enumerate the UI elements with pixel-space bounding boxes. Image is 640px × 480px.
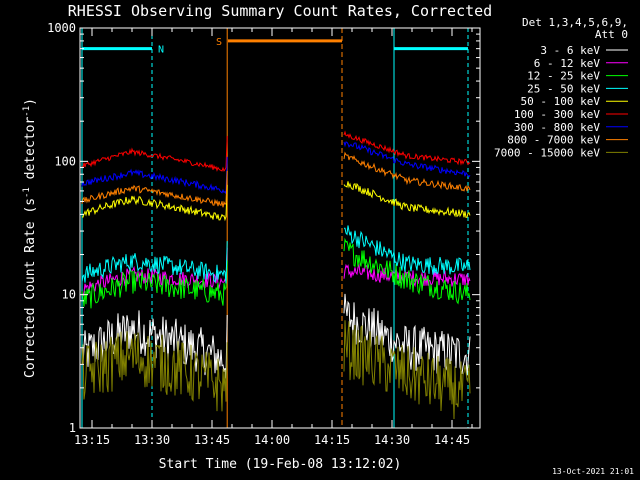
series-line-pre [81,331,228,412]
night-label: N [158,45,164,56]
series-5 [81,130,471,172]
x-tick-label: 14:15 [314,433,350,447]
legend-entry-1: 6 - 12 keV [534,57,601,70]
legend-entry-6: 300 - 800 keV [514,121,600,134]
orbit-markers: NS [81,28,469,428]
saa-label: S [216,37,222,48]
legend-entry-5: 100 - 300 keV [514,108,600,121]
y-axis-label-main: Corrected Count Rate (s [23,198,38,378]
series-line-post [343,237,471,305]
y-tick-label: 1000 [47,21,76,35]
series-line-pre [81,156,228,194]
x-axis-label: Start Time (19-Feb-08 13:12:02) [159,457,402,472]
series-7 [81,151,471,208]
legend-entry-0: 3 - 6 keV [540,44,600,57]
plot-frame [79,27,481,429]
series-6 [81,141,471,194]
y-tick-label: 100 [54,154,76,168]
x-tick-label: 13:45 [194,433,230,447]
x-tick-label: 14:30 [374,433,410,447]
y-axis-label-mid: detector [23,117,38,188]
legend-header-2: Att 0 [595,28,628,41]
y-tick-label: 10 [62,288,76,302]
series-line-pre [81,135,228,172]
x-tick-label: 14:45 [434,433,470,447]
legend-entry-8: 7000 - 15000 keV [494,146,600,159]
series-4 [81,181,471,222]
series-line-post [343,151,471,192]
legend-entry-7: 800 - 7000 keV [507,134,600,147]
x-tick-label: 13:30 [134,433,170,447]
x-tick-label: 14:00 [254,433,290,447]
series-line-post [343,181,471,218]
footer-date: 13-Oct-2021 21:01 [552,467,634,476]
series-line-post [343,141,471,178]
series-line-pre [81,170,228,208]
series-line-pre [81,260,228,309]
series-3 [81,225,471,284]
series-8 [81,320,471,420]
series-line-post [344,225,471,275]
series-layer [81,130,471,420]
y-axis-label: Corrected Count Rate (s-1 detector-1) [22,98,38,378]
legend-header-1: Det 1,3,4,5,6,9, [522,16,628,29]
series-line-pre [81,241,228,284]
series-2 [81,237,471,309]
axes: 1 10 100 1000 13:15 13:30 13:45 14:00 14:15 14:30… [47,21,481,447]
series-line-post [343,130,471,166]
series-line-post [343,320,471,420]
legend-entry-3: 25 - 50 keV [527,82,600,95]
y-axis-label-end: ) [23,98,38,106]
y-tick-label: 1 [69,421,76,435]
series-1 [81,247,471,298]
x-tick-label: 13:15 [74,433,110,447]
series-line-post [343,293,471,376]
chart-title: RHESSI Observing Summary Count Rates, Co… [68,2,492,20]
legend-entry-4: 50 - 100 keV [521,95,601,108]
series-line-pre [81,184,228,222]
legend-entry-2: 12 - 25 keV [527,70,600,83]
y-axis-label-sup2: -1 [22,106,32,117]
y-axis-label-sup1: -1 [22,187,32,198]
